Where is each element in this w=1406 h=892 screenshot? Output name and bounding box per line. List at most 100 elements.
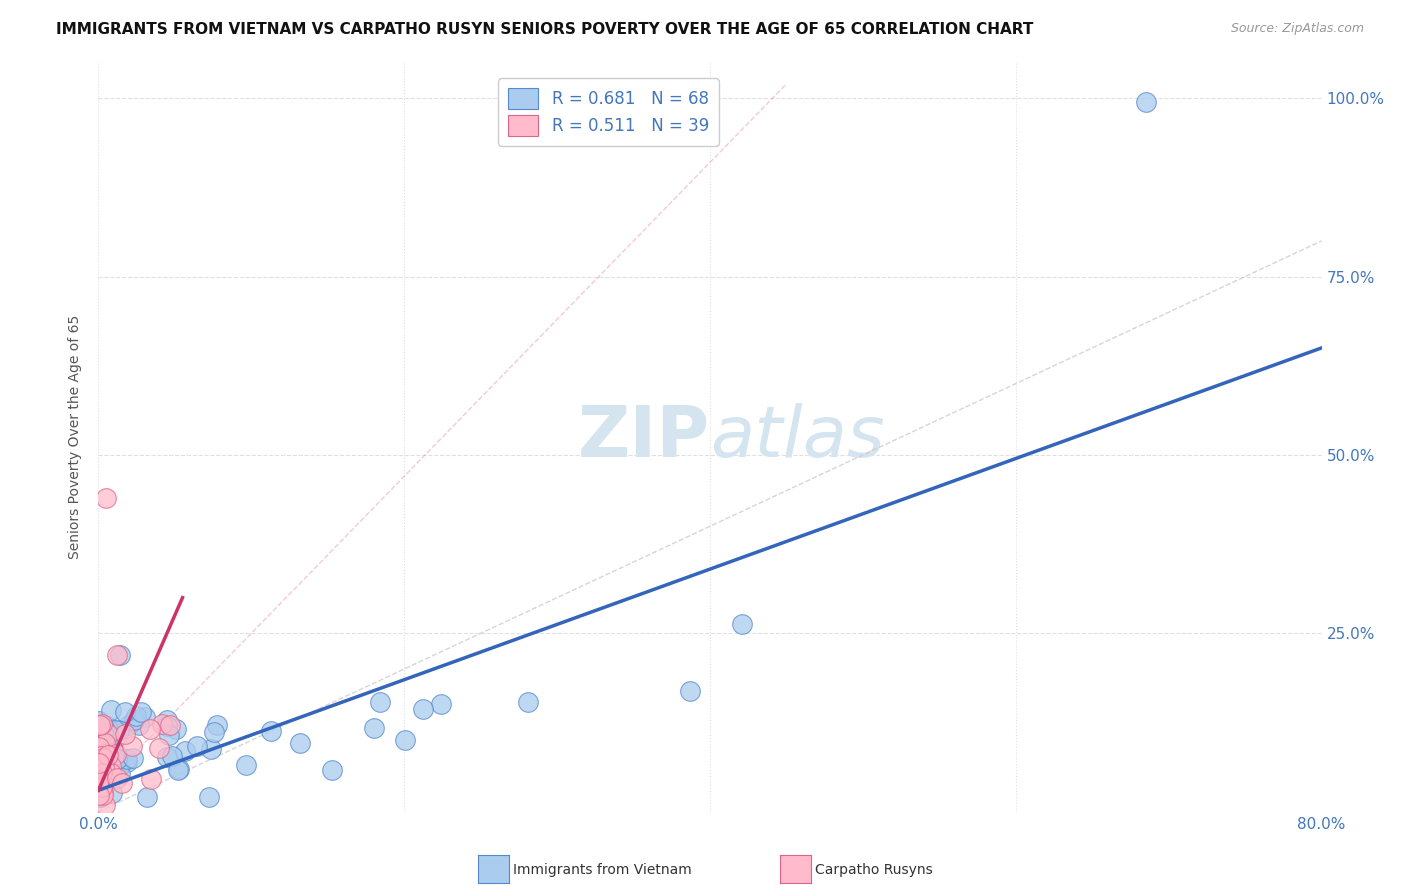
Point: [235, 757, 257, 772]
Point: [100, 766, 122, 780]
Point: [141, 772, 163, 786]
Point: [93, 760, 115, 774]
Point: [678, 683, 700, 698]
Point: [89, 790, 111, 805]
Point: [90, 773, 112, 788]
Point: [104, 723, 127, 737]
Point: [100, 740, 122, 755]
Point: [202, 725, 225, 739]
Point: [290, 736, 312, 750]
Point: [87, 739, 110, 754]
Point: [96, 719, 118, 733]
Point: [115, 752, 138, 766]
Point: [186, 739, 208, 753]
Point: [260, 724, 283, 739]
Point: [89, 756, 111, 771]
Point: [87, 714, 110, 728]
Point: [368, 695, 391, 709]
Point: [90, 764, 112, 779]
Point: [156, 713, 179, 727]
Point: [94, 491, 117, 505]
Point: [125, 709, 148, 723]
Point: [89, 772, 111, 787]
Point: [122, 713, 145, 727]
Point: [96, 758, 118, 772]
Point: [166, 764, 188, 778]
Point: [105, 752, 128, 766]
Point: [93, 752, 115, 766]
Point: [87, 753, 110, 767]
Point: [108, 648, 131, 663]
Text: Immigrants from Vietnam: Immigrants from Vietnam: [513, 863, 692, 877]
Point: [89, 788, 111, 802]
Point: [91, 788, 114, 802]
Point: [156, 750, 179, 764]
Text: Carpatho Rusyns: Carpatho Rusyns: [815, 863, 934, 877]
Point: [90, 739, 112, 753]
Point: [90, 766, 112, 780]
Text: Source: ZipAtlas.com: Source: ZipAtlas.com: [1230, 22, 1364, 36]
Point: [131, 705, 153, 719]
Point: [96, 739, 118, 753]
Point: [105, 771, 128, 785]
Point: [136, 790, 159, 805]
Point: [157, 728, 180, 742]
Point: [87, 753, 110, 767]
Point: [100, 703, 122, 717]
Point: [173, 744, 195, 758]
Point: [429, 697, 451, 711]
Point: [207, 718, 229, 732]
Y-axis label: Seniors Poverty Over the Age of 65: Seniors Poverty Over the Age of 65: [69, 315, 83, 559]
Point: [115, 756, 138, 770]
Point: [516, 695, 538, 709]
Point: [731, 617, 754, 632]
Point: [94, 736, 117, 750]
Point: [160, 748, 183, 763]
Text: IMMIGRANTS FROM VIETNAM VS CARPATHO RUSYN SENIORS POVERTY OVER THE AGE OF 65 COR: IMMIGRANTS FROM VIETNAM VS CARPATHO RUSY…: [56, 22, 1033, 37]
Point: [93, 747, 115, 761]
Point: [108, 749, 131, 764]
Point: [108, 767, 131, 781]
Point: [93, 721, 115, 735]
Point: [412, 702, 434, 716]
Point: [97, 727, 120, 741]
Point: [105, 648, 128, 662]
Point: [89, 718, 111, 732]
Point: [159, 718, 181, 732]
Point: [156, 719, 179, 733]
Point: [97, 747, 120, 762]
Point: [90, 772, 112, 787]
Point: [114, 727, 136, 741]
Point: [100, 759, 122, 773]
Point: [165, 723, 187, 737]
Point: [200, 742, 222, 756]
Point: [150, 716, 173, 731]
Point: [93, 751, 115, 765]
Point: [117, 718, 139, 732]
Point: [98, 730, 121, 744]
Point: [148, 741, 170, 756]
Point: [91, 753, 114, 767]
Point: [90, 749, 112, 764]
Point: [97, 748, 120, 763]
Point: [87, 756, 110, 770]
Text: atlas: atlas: [710, 402, 884, 472]
Point: [108, 723, 131, 738]
Point: [89, 754, 111, 768]
Point: [1135, 95, 1157, 109]
Text: ZIP: ZIP: [578, 402, 710, 472]
Point: [128, 718, 150, 732]
Point: [91, 764, 114, 779]
Point: [167, 762, 190, 776]
Point: [108, 760, 131, 774]
Point: [122, 751, 145, 765]
Point: [139, 722, 162, 736]
Point: [89, 790, 111, 805]
Point: [321, 763, 343, 777]
Point: [111, 776, 134, 790]
Point: [94, 797, 117, 812]
Point: [91, 776, 114, 790]
Point: [90, 780, 112, 794]
Point: [198, 789, 221, 804]
Point: [104, 745, 127, 759]
